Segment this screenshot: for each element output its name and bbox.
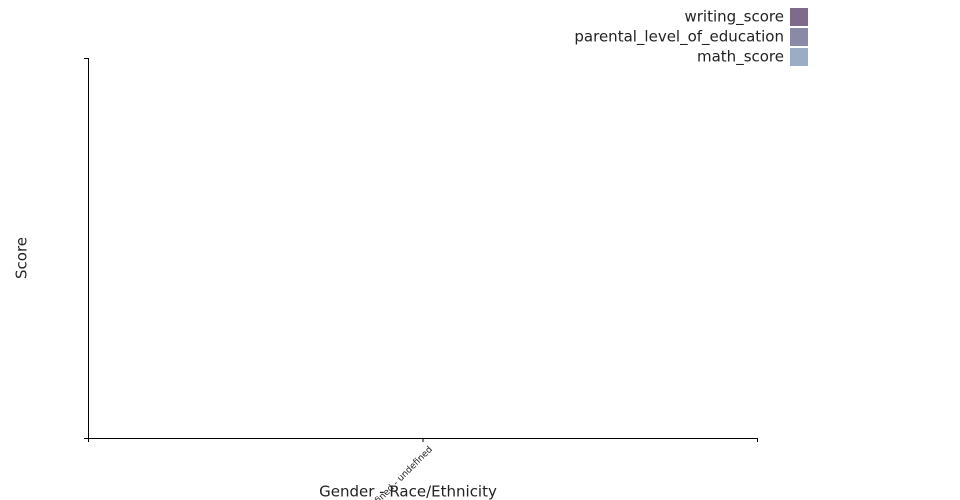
legend-swatch [790,28,808,46]
legend-swatch [790,8,808,26]
y-axis-title: Score [13,237,31,279]
legend-label: parental_level_of_education [574,28,784,47]
x-axis-title: Gender - Race/Ethnicity [319,483,497,500]
legend-label: writing_score [685,8,785,27]
legend-label: math_score [697,48,784,67]
legend-swatch [790,48,808,66]
